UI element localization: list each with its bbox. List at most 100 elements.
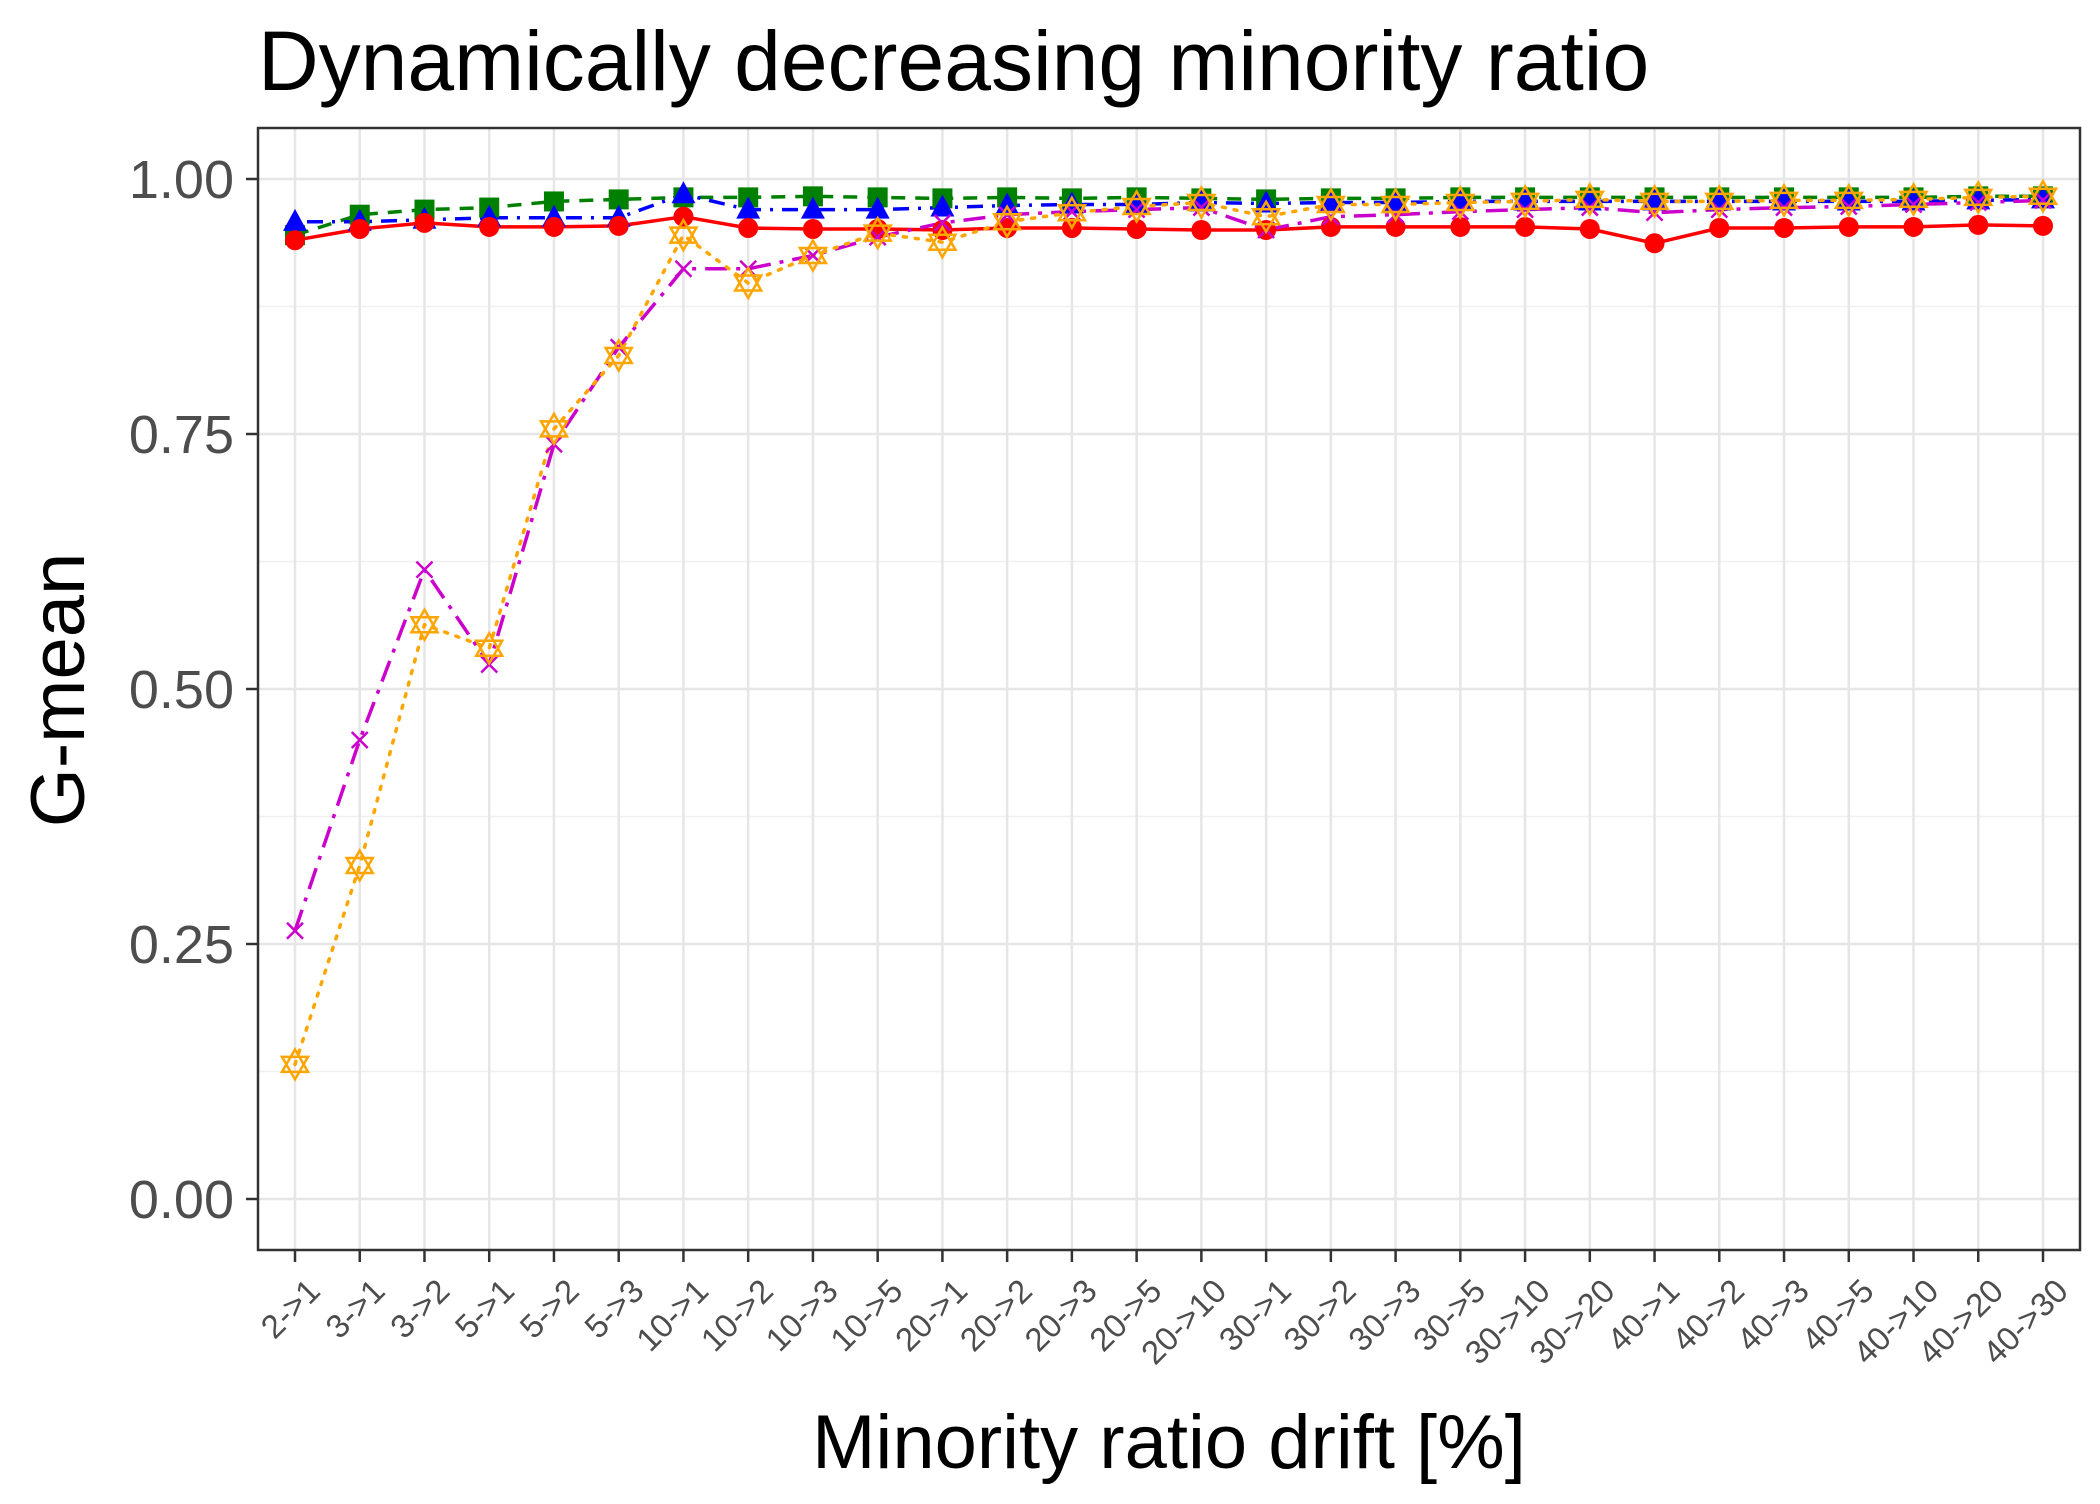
star-marker-up	[927, 224, 958, 251]
x-tick-label: 3->2	[383, 1272, 457, 1346]
star-marker-up	[279, 1046, 311, 1074]
x-tick-label: 10->3	[758, 1272, 844, 1358]
triangle-marker	[283, 208, 307, 231]
series-3-point	[285, 230, 305, 251]
star-marker-up	[1833, 182, 1864, 210]
x-tick-label: 10->2	[694, 1272, 780, 1358]
series-5-point	[927, 224, 958, 260]
series-3-point	[1774, 217, 1795, 238]
series-3-point	[738, 217, 759, 238]
series-5-point	[1315, 186, 1346, 223]
series-2-point	[1383, 189, 1408, 212]
star-marker-up	[1380, 187, 1411, 214]
series-4-point	[1839, 197, 1858, 216]
series-3-point	[1126, 218, 1147, 239]
series-5-point	[2027, 178, 2059, 214]
series-4-point	[1904, 195, 1923, 214]
x-marker	[868, 228, 887, 247]
star-marker-down	[1639, 192, 1670, 219]
x-marker	[1192, 198, 1211, 217]
series-4-point	[286, 921, 304, 940]
x-tick-label: 30->1	[1212, 1272, 1298, 1358]
star-marker-down	[1509, 192, 1541, 219]
series-5-point	[409, 607, 440, 643]
square-marker	[543, 191, 564, 212]
series-5-point	[1509, 183, 1541, 219]
star-marker-up	[862, 215, 893, 242]
circle-marker	[285, 230, 305, 251]
series-3-point	[414, 212, 435, 233]
series-3-point	[1903, 216, 1924, 237]
circle-marker	[543, 216, 564, 237]
star-marker-up	[474, 630, 505, 657]
series-line-1	[294, 194, 2043, 237]
x-tick-label: 10->1	[629, 1272, 715, 1358]
circle-marker	[349, 218, 370, 239]
star-marker-down	[1768, 191, 1800, 218]
series-2-point	[865, 196, 890, 219]
series-3-point	[1191, 220, 1212, 240]
star-marker-down	[1186, 193, 1217, 220]
series-2-point	[671, 181, 696, 204]
chart-title: Dynamically decreasing minority ratio	[258, 14, 1649, 108]
circle-marker	[414, 212, 435, 233]
circle-marker	[1968, 214, 1989, 235]
series-3-point	[1450, 216, 1471, 237]
series-5-point	[344, 847, 375, 884]
star-marker-down	[1121, 197, 1152, 224]
triangle-marker	[800, 196, 825, 219]
x-marker	[1969, 193, 1988, 212]
star-marker-up	[1768, 182, 1800, 210]
series-5-point	[733, 265, 764, 301]
series-5-point	[1121, 189, 1152, 224]
star-marker-down	[1315, 195, 1346, 223]
series-2-point	[736, 196, 761, 219]
x-tick-label: 30->2	[1276, 1272, 1362, 1358]
square-marker	[802, 186, 823, 207]
x-marker	[2034, 191, 2052, 210]
series-4-point	[1969, 193, 1988, 212]
star-marker-down	[1704, 192, 1735, 219]
star-marker-up	[668, 217, 699, 244]
star-marker-up	[1056, 195, 1088, 222]
series-4-point	[674, 259, 693, 278]
series-5-point	[1768, 182, 1800, 218]
star-marker-down	[1898, 190, 1929, 217]
series-3-point	[867, 218, 888, 239]
star-marker-up	[344, 847, 375, 875]
star-marker-up	[797, 238, 829, 265]
star-marker-down	[474, 639, 505, 666]
triangle-marker	[671, 181, 696, 204]
series-3-point	[1579, 218, 1600, 239]
series-2-point	[1318, 189, 1343, 212]
series-5-point	[279, 1046, 311, 1082]
star-marker-up	[2027, 178, 2059, 206]
star-marker-down	[1445, 193, 1476, 220]
series-4-point	[1192, 198, 1211, 217]
x-marker	[674, 259, 693, 278]
triangle-marker	[736, 196, 761, 219]
triangle-marker	[930, 194, 955, 217]
series-3-point	[479, 216, 500, 237]
star-marker-down	[862, 224, 893, 251]
circle-marker	[1774, 217, 1795, 238]
circle-marker	[1644, 233, 1665, 254]
circle-marker	[1515, 216, 1536, 237]
star-marker-up	[1898, 181, 1929, 209]
x-marker	[1904, 195, 1923, 214]
x-marker	[350, 731, 369, 749]
star-marker-down	[279, 1055, 311, 1082]
series-5-point	[862, 215, 893, 251]
star-marker-down	[1380, 195, 1411, 222]
x-tick-label: 20->2	[953, 1272, 1039, 1358]
star-marker-up	[1315, 186, 1346, 214]
x-tick-label: 10->5	[823, 1272, 909, 1358]
series-5-point	[1250, 199, 1282, 235]
star-marker-up	[1963, 179, 1994, 207]
circle-marker	[1191, 220, 1212, 240]
star-marker-up	[603, 338, 634, 365]
star-marker-up	[1445, 185, 1476, 212]
y-tick-label: 1.00	[129, 150, 234, 210]
x-tick-label: 20->1	[888, 1272, 974, 1358]
series-3-point	[997, 217, 1018, 238]
